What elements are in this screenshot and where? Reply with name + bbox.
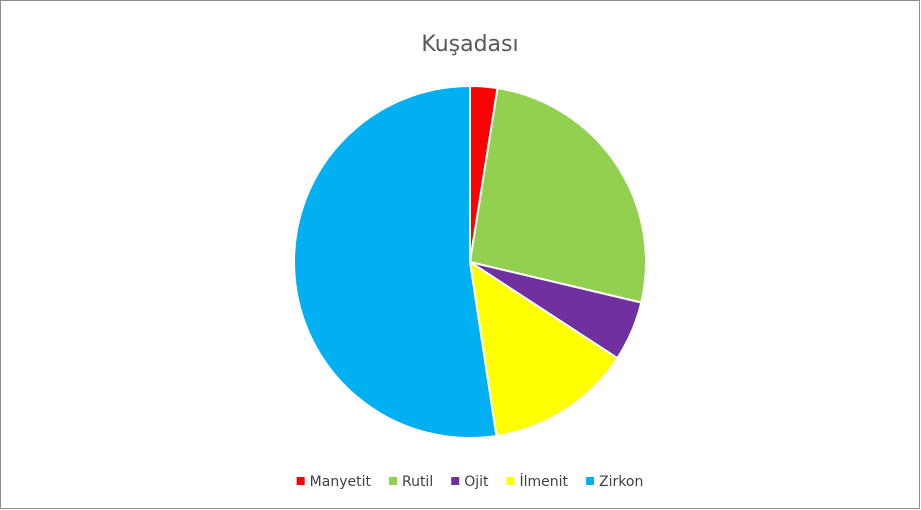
legend-swatch bbox=[296, 477, 305, 485]
pie-slice bbox=[293, 84, 498, 439]
legend-swatch bbox=[506, 477, 515, 485]
pie-slice bbox=[468, 259, 619, 438]
pie-slice bbox=[468, 87, 647, 304]
legend-label: İlmenit bbox=[520, 472, 569, 490]
legend-label: Ojit bbox=[464, 474, 489, 490]
legend-swatch bbox=[451, 477, 460, 485]
legend-swatch bbox=[388, 477, 397, 485]
chart-title: Kuşadası bbox=[421, 32, 518, 57]
legend-label: Zirkon bbox=[599, 474, 643, 490]
legend-label: Manyetit bbox=[310, 474, 372, 490]
legend-swatch bbox=[586, 477, 595, 485]
legend-label: Rutil bbox=[402, 474, 433, 490]
